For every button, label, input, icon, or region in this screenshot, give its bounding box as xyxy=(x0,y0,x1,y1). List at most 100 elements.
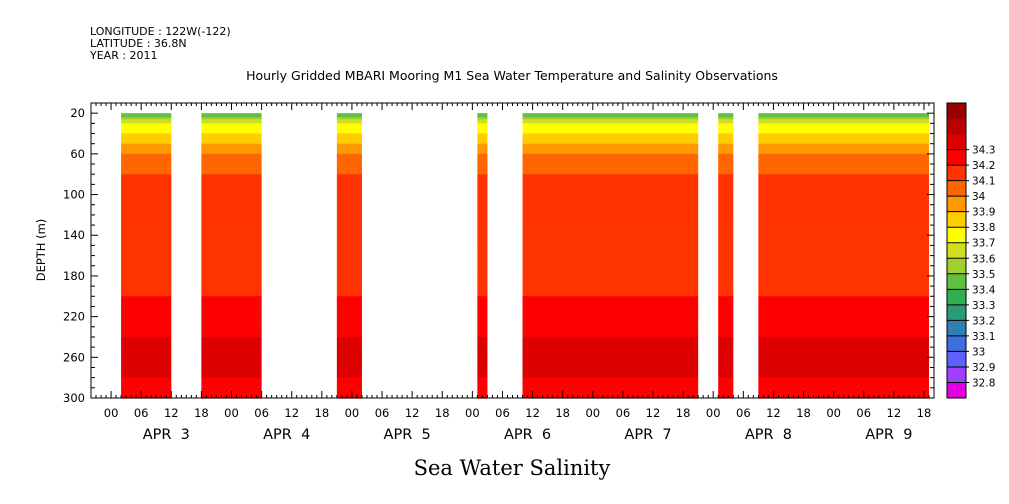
x-tick-label: 18 xyxy=(315,406,330,420)
salinity-band xyxy=(758,200,929,204)
colorbar-swatch xyxy=(947,242,966,259)
salinity-band xyxy=(718,243,734,247)
salinity-band xyxy=(522,145,699,149)
salinity-band xyxy=(522,249,699,253)
salinity-band xyxy=(718,162,734,165)
salinity-band xyxy=(758,332,929,336)
salinity-band xyxy=(477,363,488,367)
salinity-band xyxy=(201,273,262,277)
salinity-band xyxy=(336,312,362,316)
salinity-band xyxy=(718,328,734,332)
salinity-band xyxy=(522,149,699,153)
salinity-band xyxy=(121,343,172,346)
salinity-band xyxy=(336,117,362,120)
salinity-band xyxy=(718,131,734,135)
salinity-band xyxy=(336,247,362,251)
salinity-band xyxy=(121,385,172,389)
salinity-band xyxy=(758,153,929,157)
salinity-band xyxy=(718,300,734,303)
y-tick-label: 60 xyxy=(70,147,85,161)
salinity-band xyxy=(522,308,699,312)
salinity-band xyxy=(336,186,362,190)
salinity-band xyxy=(758,253,929,257)
salinity-band xyxy=(522,229,699,232)
salinity-band xyxy=(477,298,488,301)
salinity-band xyxy=(522,355,699,358)
salinity-band xyxy=(477,202,488,206)
salinity-band xyxy=(336,194,362,198)
salinity-band xyxy=(718,127,734,131)
salinity-band xyxy=(201,292,262,295)
salinity-band xyxy=(718,298,734,301)
salinity-band xyxy=(201,284,262,287)
salinity-band xyxy=(121,194,172,198)
salinity-band xyxy=(522,162,699,165)
salinity-band xyxy=(718,296,734,299)
salinity-band xyxy=(121,202,172,206)
x-tick-label: 06 xyxy=(375,406,390,420)
salinity-band xyxy=(522,349,699,352)
salinity-band xyxy=(522,121,699,124)
salinity-band xyxy=(121,391,172,395)
salinity-band xyxy=(121,371,172,375)
salinity-band xyxy=(201,247,262,251)
salinity-band xyxy=(758,216,929,220)
salinity-band xyxy=(201,369,262,373)
salinity-band xyxy=(336,135,362,139)
salinity-band xyxy=(758,227,929,230)
x-tick-label: 06 xyxy=(856,406,871,420)
salinity-band xyxy=(718,379,734,383)
salinity-band xyxy=(758,322,929,326)
salinity-band xyxy=(758,170,929,173)
salinity-band xyxy=(201,225,262,228)
salinity-band xyxy=(758,383,929,387)
salinity-band xyxy=(522,300,699,303)
salinity-band xyxy=(522,164,699,167)
salinity-band xyxy=(718,210,734,214)
salinity-band xyxy=(336,316,362,320)
salinity-band xyxy=(336,269,362,273)
salinity-band xyxy=(336,157,362,161)
salinity-band xyxy=(758,267,929,271)
salinity-band xyxy=(201,332,262,336)
salinity-band xyxy=(758,361,929,365)
salinity-band xyxy=(522,328,699,332)
salinity-band xyxy=(758,184,929,188)
salinity-band xyxy=(718,275,734,279)
salinity-band xyxy=(201,117,262,120)
salinity-band xyxy=(477,162,488,165)
salinity-band xyxy=(121,269,172,273)
salinity-band xyxy=(201,355,262,358)
x-tick-label: 00 xyxy=(345,406,360,420)
salinity-band xyxy=(201,282,262,285)
x-tick-label: 00 xyxy=(224,406,239,420)
salinity-band xyxy=(201,194,262,198)
salinity-band xyxy=(758,357,929,360)
salinity-band xyxy=(522,381,699,385)
salinity-band xyxy=(522,147,699,151)
salinity-band xyxy=(477,284,488,287)
salinity-band xyxy=(522,330,699,334)
salinity-band xyxy=(336,180,362,183)
salinity-band xyxy=(121,255,172,259)
salinity-band xyxy=(522,383,699,387)
salinity-band xyxy=(336,277,362,281)
salinity-band xyxy=(336,196,362,200)
salinity-band xyxy=(718,149,734,153)
salinity-band xyxy=(336,164,362,167)
salinity-band xyxy=(477,113,488,116)
salinity-band xyxy=(758,139,929,143)
salinity-band xyxy=(201,361,262,365)
salinity-band xyxy=(477,166,488,169)
salinity-band xyxy=(522,159,699,163)
salinity-band xyxy=(758,186,929,190)
salinity-band xyxy=(522,373,699,377)
salinity-band xyxy=(201,241,262,244)
salinity-band xyxy=(201,336,262,340)
salinity-band xyxy=(522,204,699,208)
salinity-band xyxy=(522,113,699,116)
salinity-band xyxy=(758,251,929,255)
salinity-band xyxy=(121,119,172,122)
salinity-band xyxy=(121,334,172,338)
salinity-band xyxy=(201,280,262,283)
